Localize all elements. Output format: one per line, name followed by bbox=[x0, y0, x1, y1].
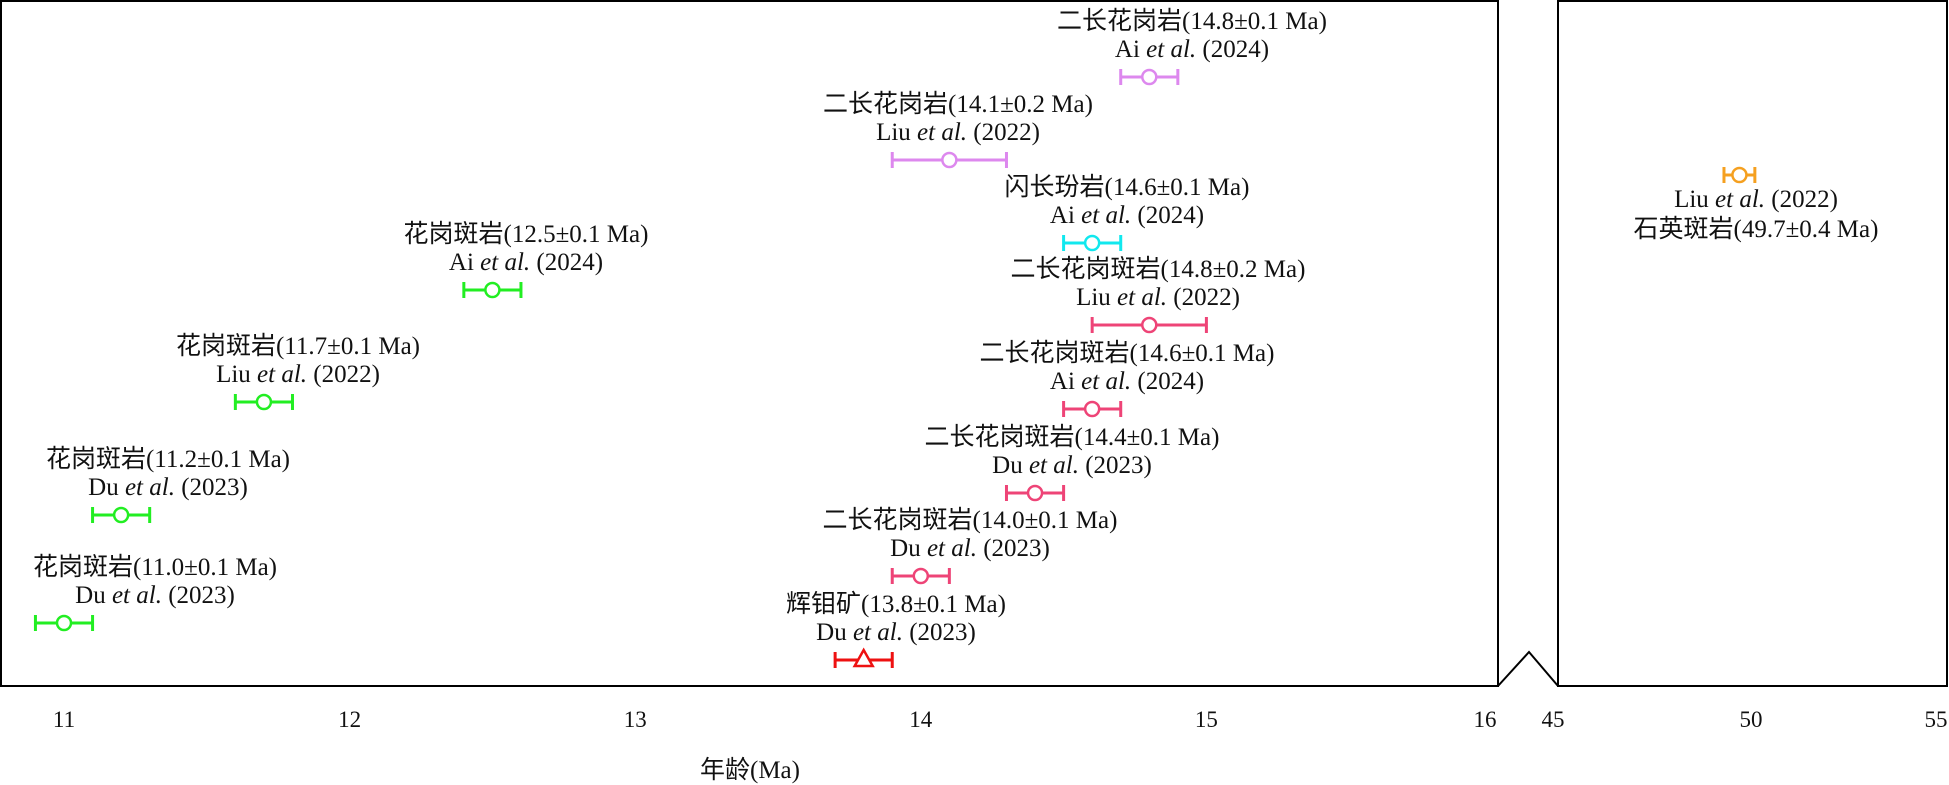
data-labels: 二长花岗岩(14.8±0.1 Ma)Ai et al. (2024)二长花岗岩(… bbox=[33, 7, 1878, 646]
x-tick-label: 12 bbox=[338, 707, 361, 732]
reference-label: Ai et al. (2024) bbox=[1050, 368, 1204, 395]
rock-age-label: 辉钼矿(13.8±0.1 Ma) bbox=[786, 590, 1006, 618]
rock-age-label: 二长花岗斑岩(14.6±0.1 Ma) bbox=[980, 339, 1275, 367]
rock-age-label: 闪长玢岩(14.6±0.1 Ma) bbox=[1005, 173, 1250, 201]
circle-marker bbox=[112, 506, 130, 524]
circle-marker bbox=[255, 393, 273, 411]
right-panel-frame bbox=[1557, 0, 1948, 687]
reference-label: Liu et al. (2022) bbox=[216, 361, 380, 388]
rock-age-label: 二长花岗斑岩(14.4±0.1 Ma) bbox=[925, 423, 1220, 451]
reference-label: Du et al. (2023) bbox=[890, 535, 1050, 562]
data-point bbox=[462, 281, 523, 299]
rock-age-label: 二长花岗斑岩(14.8±0.2 Ma) bbox=[1011, 255, 1306, 283]
circle-marker bbox=[1141, 316, 1158, 334]
plot-frames bbox=[0, 0, 1948, 687]
left-panel-frame bbox=[0, 0, 1499, 687]
x-tick-label: 55 bbox=[1925, 707, 1948, 732]
data-point bbox=[890, 151, 1008, 169]
x-axis-ticks: 11 12 13 14 15 16 45 50 55 bbox=[53, 707, 1948, 732]
data-point bbox=[1062, 234, 1123, 252]
reference-label: Ai et al. (2024) bbox=[1115, 36, 1269, 63]
data-point bbox=[1119, 68, 1180, 86]
reference-label: Du et al. (2023) bbox=[88, 474, 248, 501]
circle-marker bbox=[484, 281, 501, 299]
circle-marker bbox=[912, 567, 930, 585]
x-axis-title: 年龄(Ma) bbox=[700, 756, 800, 784]
data-point bbox=[890, 567, 951, 585]
rock-age-label: 花岗斑岩(12.5±0.1 Ma) bbox=[404, 220, 649, 248]
circle-marker bbox=[55, 614, 73, 632]
reference-label: Du et al. (2023) bbox=[992, 452, 1152, 479]
circle-marker bbox=[941, 151, 958, 169]
data-point bbox=[1090, 316, 1208, 334]
triangle-marker bbox=[852, 647, 875, 668]
reference-label: Ai et al. (2024) bbox=[1050, 202, 1204, 229]
circle-marker bbox=[1141, 68, 1158, 86]
circle-marker bbox=[1731, 166, 1748, 184]
data-point bbox=[91, 506, 152, 524]
reference-label: Du et al. (2023) bbox=[816, 619, 976, 646]
rock-age-label: 花岗斑岩(11.7±0.1 Ma) bbox=[176, 332, 420, 360]
x-tick-label: 50 bbox=[1740, 707, 1763, 732]
data-point bbox=[1004, 484, 1066, 502]
data-point bbox=[233, 393, 294, 411]
x-tick-label: 14 bbox=[909, 707, 933, 732]
reference-label: Liu et al. (2022) bbox=[1674, 186, 1838, 213]
reference-label: Du et al. (2023) bbox=[75, 582, 235, 609]
rock-age-label: 花岗斑岩(11.0±0.1 Ma) bbox=[33, 553, 277, 581]
rock-age-label: 二长花岗斑岩(14.0±0.1 Ma) bbox=[823, 506, 1118, 534]
axis-break-mark bbox=[1497, 650, 1559, 687]
reference-label: Ai et al. (2024) bbox=[449, 249, 603, 276]
data-point bbox=[833, 647, 894, 668]
x-tick-label: 16 bbox=[1474, 707, 1497, 732]
rock-age-label: 花岗斑岩(11.2±0.1 Ma) bbox=[46, 445, 290, 473]
rock-age-label: 二长花岗岩(14.8±0.1 Ma) bbox=[1057, 7, 1327, 35]
x-tick-label: 15 bbox=[1195, 707, 1218, 732]
data-point bbox=[1722, 166, 1757, 184]
reference-label: Liu et al. (2022) bbox=[876, 119, 1040, 146]
circle-marker bbox=[1083, 400, 1101, 418]
reference-label: Liu et al. (2022) bbox=[1076, 284, 1240, 311]
rock-age-label: 二长花岗岩(14.1±0.2 Ma) bbox=[823, 90, 1093, 118]
data-marks bbox=[33, 68, 1757, 668]
circle-marker bbox=[1083, 234, 1101, 252]
x-tick-label: 45 bbox=[1542, 707, 1565, 732]
x-tick-label: 13 bbox=[624, 707, 647, 732]
data-point bbox=[1062, 400, 1123, 418]
circle-marker bbox=[1026, 484, 1044, 502]
x-tick-label: 11 bbox=[53, 707, 75, 732]
data-point bbox=[33, 614, 95, 632]
rock-age-label: 石英斑岩(49.7±0.4 Ma) bbox=[1634, 215, 1879, 243]
